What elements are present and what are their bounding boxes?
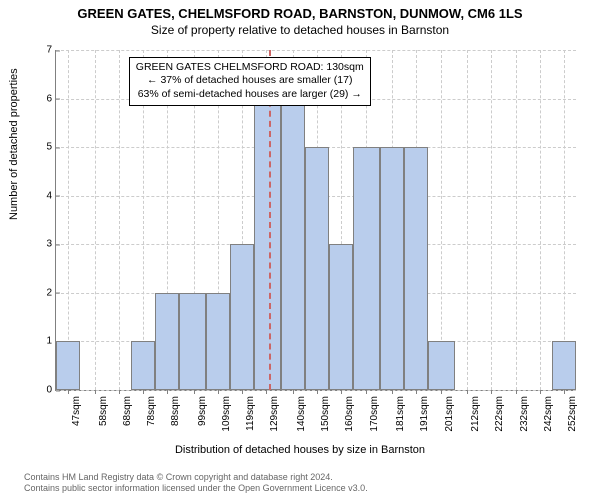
- x-tick-mark: [467, 390, 468, 394]
- x-tick-label: 88sqm: [170, 396, 181, 426]
- y-tick: 5: [32, 142, 56, 153]
- x-tick-label: 232sqm: [519, 396, 530, 432]
- x-tick-mark: [441, 390, 442, 394]
- x-tick-mark: [95, 390, 96, 394]
- x-tick-mark: [317, 390, 318, 394]
- x-tick-label: 181sqm: [395, 396, 406, 432]
- annotation-line-2: ← 37% of detached houses are smaller (17…: [136, 74, 364, 88]
- gridline-v: [564, 50, 565, 390]
- y-tick: 1: [32, 336, 56, 347]
- x-tick-mark: [143, 390, 144, 394]
- histogram-bar: [353, 147, 380, 390]
- gridline-h: [56, 50, 576, 51]
- x-tick-label: 78sqm: [146, 396, 157, 426]
- x-tick-label: 47sqm: [71, 396, 82, 426]
- chart-container: GREEN GATES, CHELMSFORD ROAD, BARNSTON, …: [0, 0, 600, 500]
- gridline-v: [119, 50, 120, 390]
- histogram-bar: [56, 341, 80, 390]
- y-axis-label: Number of detached properties: [8, 68, 20, 220]
- histogram-bar: [380, 147, 404, 390]
- x-tick-mark: [119, 390, 120, 394]
- x-tick-label: 150sqm: [320, 396, 331, 432]
- attribution-line-2: Contains public sector information licen…: [24, 483, 368, 494]
- y-tick: 7: [32, 45, 56, 56]
- x-tick-label: 191sqm: [419, 396, 430, 432]
- histogram-bar: [305, 147, 329, 390]
- gridline-v: [540, 50, 541, 390]
- gridline-v: [68, 50, 69, 390]
- plot-area: 0123456747sqm58sqm68sqm78sqm88sqm99sqm10…: [55, 50, 576, 391]
- x-tick-mark: [491, 390, 492, 394]
- histogram-bar: [179, 293, 206, 390]
- histogram-bar: [254, 99, 281, 390]
- x-tick-label: 109sqm: [221, 396, 232, 432]
- gridline-v: [95, 50, 96, 390]
- x-tick-mark: [242, 390, 243, 394]
- x-tick-label: 58sqm: [98, 396, 109, 426]
- annotation-line-3: 63% of semi-detached houses are larger (…: [136, 88, 364, 102]
- x-tick-label: 170sqm: [369, 396, 380, 432]
- y-tick: 2: [32, 287, 56, 298]
- x-tick-label: 160sqm: [344, 396, 355, 432]
- gridline-v: [441, 50, 442, 390]
- gridline-v: [491, 50, 492, 390]
- histogram-bar: [131, 341, 155, 390]
- x-tick-label: 201sqm: [444, 396, 455, 432]
- y-tick: 0: [32, 385, 56, 396]
- x-tick-mark: [218, 390, 219, 394]
- gridline-h: [56, 390, 576, 391]
- x-tick-mark: [167, 390, 168, 394]
- histogram-bar: [230, 244, 254, 390]
- x-tick-mark: [540, 390, 541, 394]
- x-tick-label: 212sqm: [470, 396, 481, 432]
- x-tick-label: 99sqm: [197, 396, 208, 426]
- x-tick-label: 222sqm: [494, 396, 505, 432]
- x-axis-label: Distribution of detached houses by size …: [0, 444, 600, 456]
- x-tick-label: 119sqm: [245, 396, 256, 431]
- x-tick-label: 129sqm: [269, 396, 280, 432]
- x-tick-mark: [392, 390, 393, 394]
- histogram-bar: [329, 244, 353, 390]
- x-tick-mark: [68, 390, 69, 394]
- gridline-v: [516, 50, 517, 390]
- x-tick-mark: [416, 390, 417, 394]
- x-tick-label: 140sqm: [296, 396, 307, 432]
- x-tick-label: 252sqm: [567, 396, 578, 432]
- annotation-box: GREEN GATES CHELMSFORD ROAD: 130sqm← 37%…: [129, 57, 371, 106]
- x-tick-mark: [564, 390, 565, 394]
- histogram-bar: [552, 341, 576, 390]
- histogram-bar: [428, 341, 455, 390]
- y-tick: 6: [32, 93, 56, 104]
- histogram-bar: [206, 293, 230, 390]
- chart-title: GREEN GATES, CHELMSFORD ROAD, BARNSTON, …: [0, 0, 600, 21]
- y-tick: 3: [32, 239, 56, 250]
- x-tick-mark: [293, 390, 294, 394]
- annotation-line-1: GREEN GATES CHELMSFORD ROAD: 130sqm: [136, 61, 364, 75]
- x-tick-label: 68sqm: [122, 396, 133, 426]
- x-tick-mark: [266, 390, 267, 394]
- histogram-bar: [155, 293, 179, 390]
- chart-subtitle: Size of property relative to detached ho…: [0, 23, 600, 37]
- x-tick-mark: [516, 390, 517, 394]
- x-tick-mark: [366, 390, 367, 394]
- x-tick-mark: [194, 390, 195, 394]
- histogram-bar: [404, 147, 428, 390]
- attribution-line-1: Contains HM Land Registry data © Crown c…: [24, 472, 368, 483]
- x-tick-mark: [341, 390, 342, 394]
- x-tick-label: 242sqm: [543, 396, 554, 432]
- attribution: Contains HM Land Registry data © Crown c…: [24, 472, 368, 494]
- y-tick: 4: [32, 190, 56, 201]
- gridline-v: [467, 50, 468, 390]
- histogram-bar: [281, 99, 305, 390]
